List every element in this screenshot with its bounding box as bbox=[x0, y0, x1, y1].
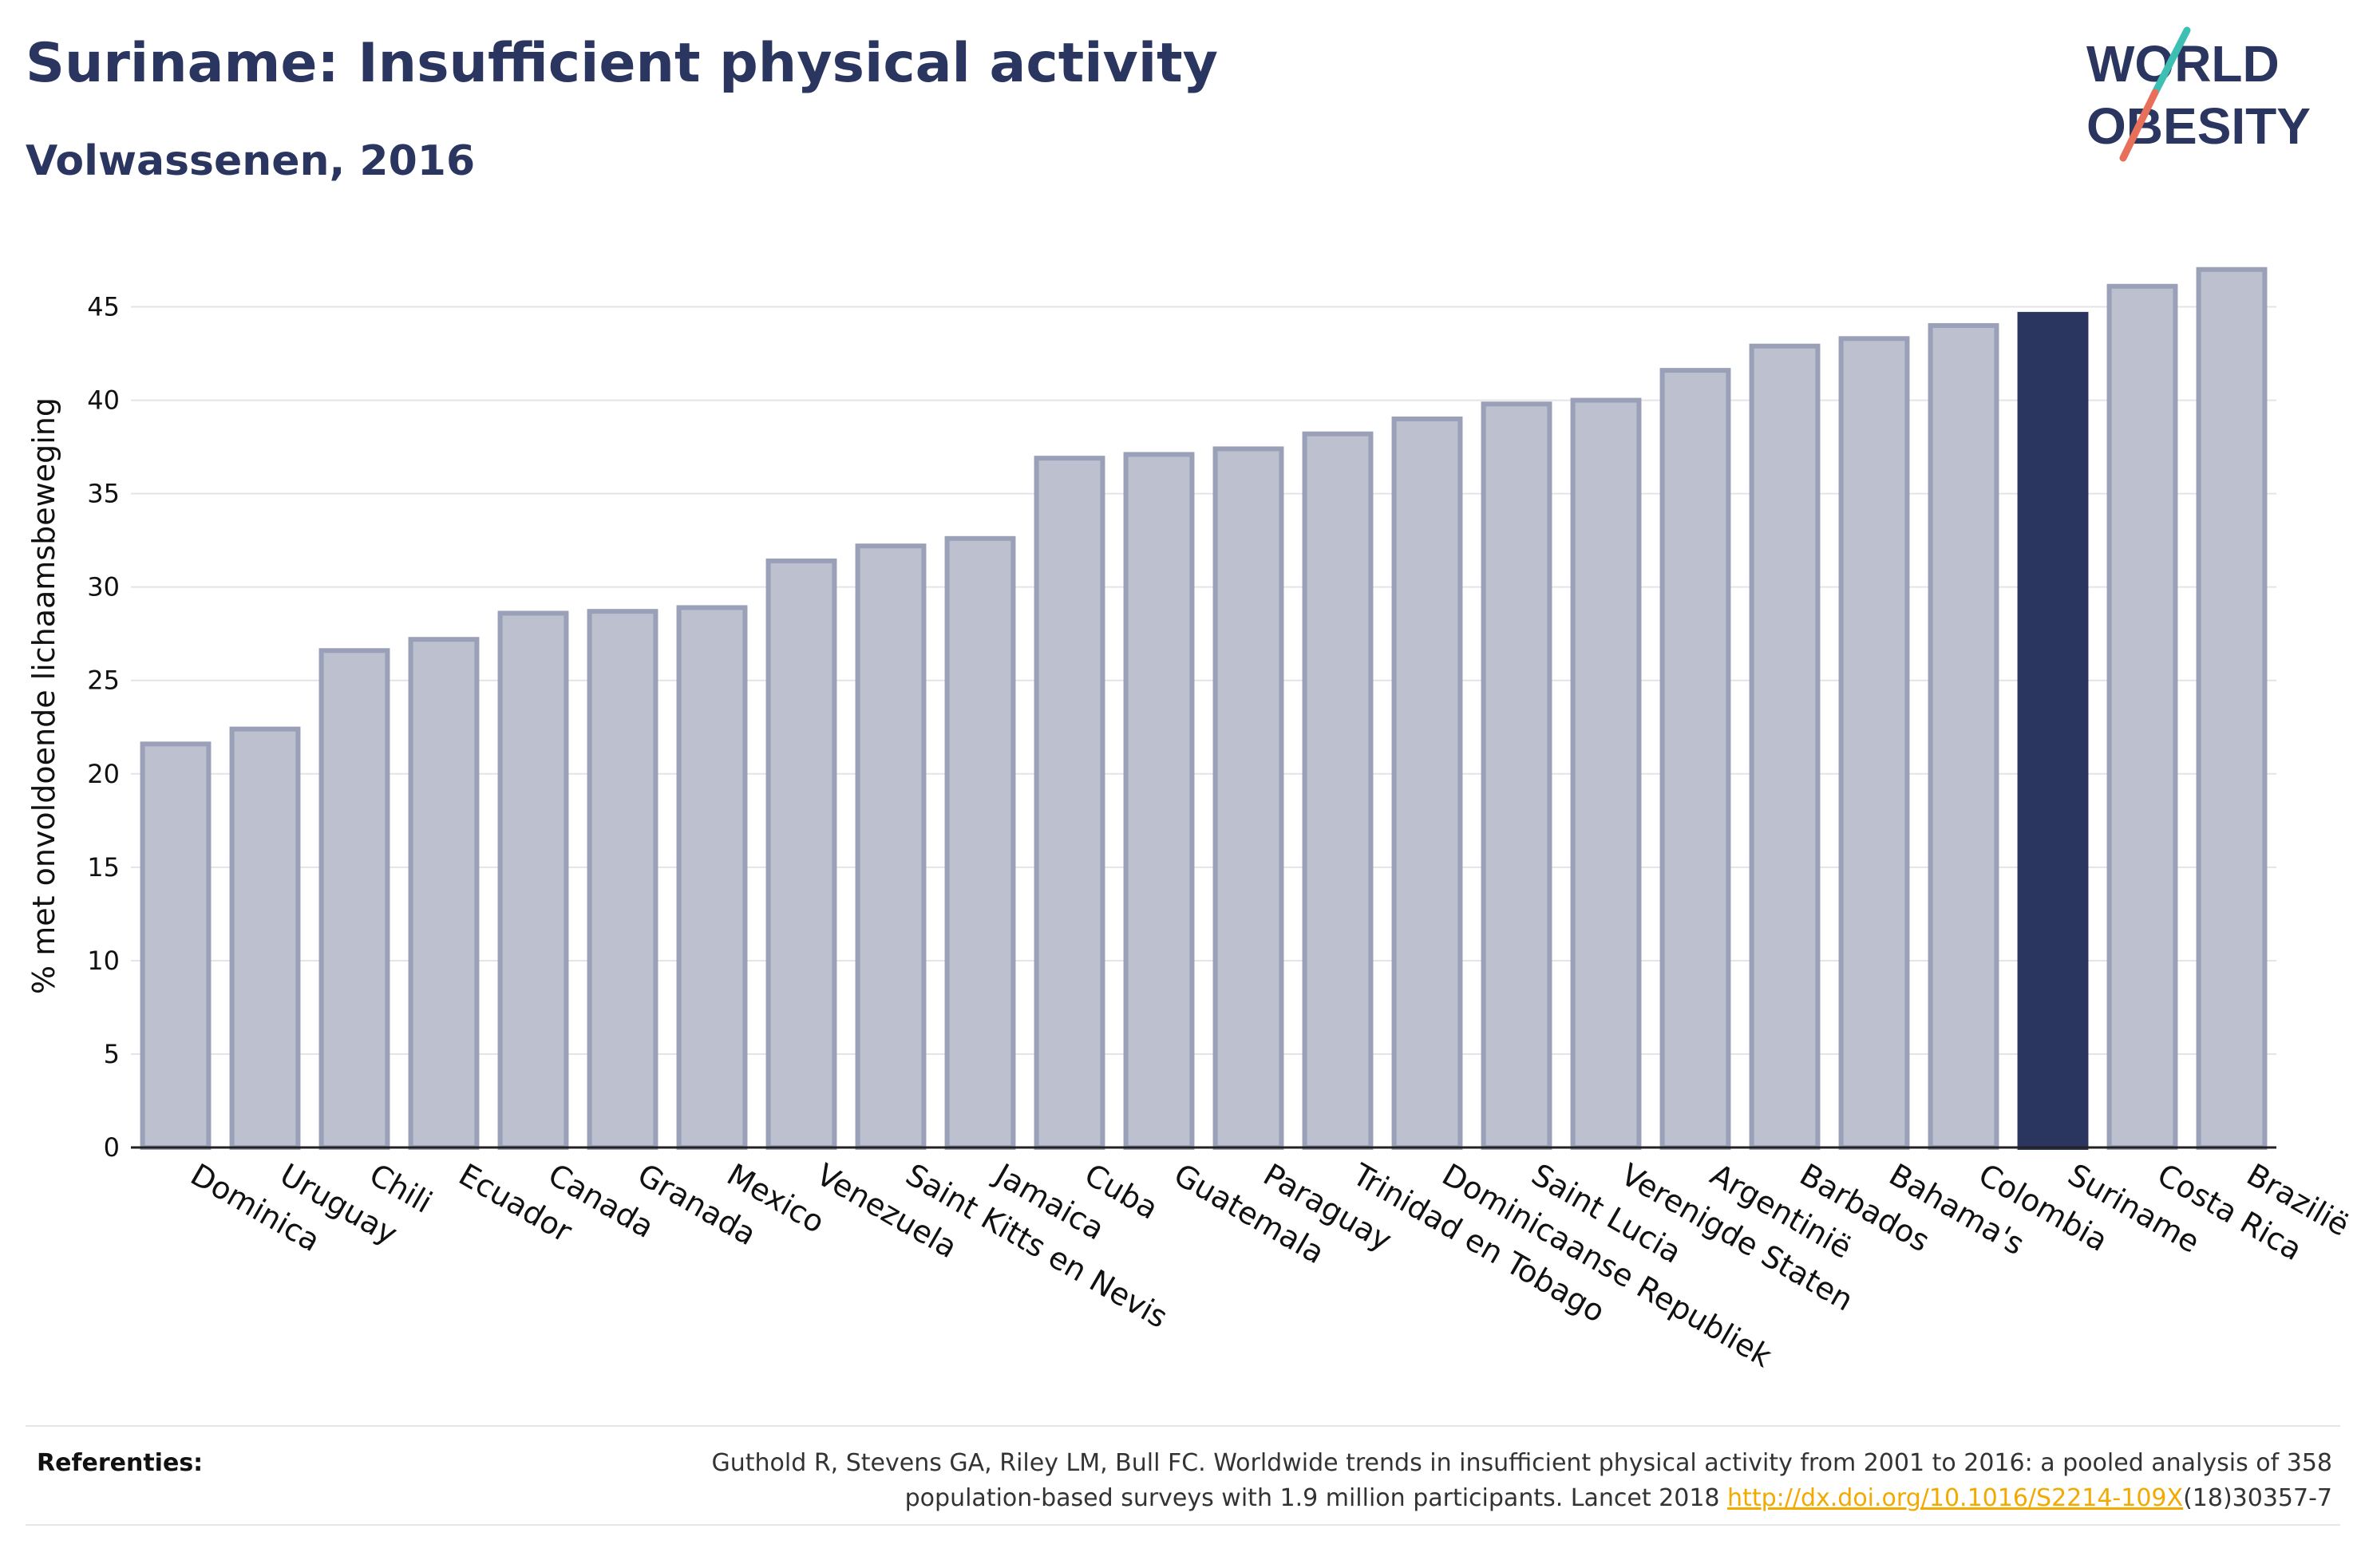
bar bbox=[1123, 452, 1195, 1150]
bar bbox=[2106, 283, 2178, 1150]
y-tick-label: 5 bbox=[104, 1039, 120, 1069]
bar bbox=[408, 637, 480, 1150]
bar bbox=[765, 558, 837, 1150]
bar bbox=[318, 648, 390, 1150]
bar bbox=[1034, 456, 1105, 1150]
references-line-2-prefix: population-based surveys with 1.9 millio… bbox=[904, 1484, 1728, 1512]
bar bbox=[1302, 431, 1374, 1150]
footer-divider-top bbox=[26, 1425, 2340, 1427]
footer-divider-bottom bbox=[26, 1524, 2340, 1526]
y-tick-label: 45 bbox=[87, 292, 120, 322]
bar bbox=[1481, 401, 1552, 1150]
bar bbox=[587, 609, 658, 1150]
y-axis-label: % met onvoldoende lichaamsbeweging bbox=[26, 397, 61, 994]
references-line-1: Guthold R, Stevens GA, Riley LM, Bull FC… bbox=[711, 1449, 2332, 1477]
chart-subtitle: Volwassenen, 2016 bbox=[26, 137, 476, 185]
logo-slash-teal bbox=[2151, 26, 2191, 97]
y-tick-label: 0 bbox=[104, 1132, 120, 1163]
chart-title: Suriname: Insufficient physical activity bbox=[26, 32, 1218, 95]
y-tick-label: 40 bbox=[87, 385, 120, 416]
bar bbox=[1659, 368, 1731, 1150]
references-text: Guthold R, Stevens GA, Riley LM, Bull FC… bbox=[496, 1446, 2332, 1516]
bar bbox=[1928, 322, 1999, 1150]
bar bbox=[497, 610, 569, 1150]
y-tick-label: 10 bbox=[87, 946, 120, 976]
logo-word-obesity: OBESITY bbox=[2086, 97, 2311, 155]
bar bbox=[1212, 446, 1284, 1150]
bar bbox=[2196, 267, 2268, 1150]
references-line-2-suffix: (18)30357-7 bbox=[2183, 1484, 2332, 1512]
y-tick-label: 25 bbox=[87, 666, 120, 696]
bar bbox=[676, 605, 748, 1150]
references-label: Referenties: bbox=[37, 1449, 204, 1477]
bar bbox=[1838, 336, 1910, 1150]
bar bbox=[855, 543, 927, 1150]
bar bbox=[1749, 343, 1821, 1150]
bar bbox=[1570, 397, 1642, 1151]
world-obesity-logo: WORLD OBESITY bbox=[2086, 26, 2311, 162]
y-tick-label: 20 bbox=[87, 759, 120, 789]
bar bbox=[2017, 311, 2089, 1151]
logo-slash-coral bbox=[2119, 89, 2159, 162]
bar bbox=[140, 741, 212, 1150]
y-tick-label: 15 bbox=[87, 852, 120, 883]
bar bbox=[944, 535, 1016, 1150]
references-doi-link[interactable]: http://dx.doi.org/10.1016/S2214-109X bbox=[1727, 1484, 2184, 1512]
bar bbox=[229, 726, 301, 1150]
bar bbox=[1391, 416, 1463, 1150]
y-tick-label: 30 bbox=[87, 572, 120, 602]
y-tick-label: 35 bbox=[87, 479, 120, 509]
